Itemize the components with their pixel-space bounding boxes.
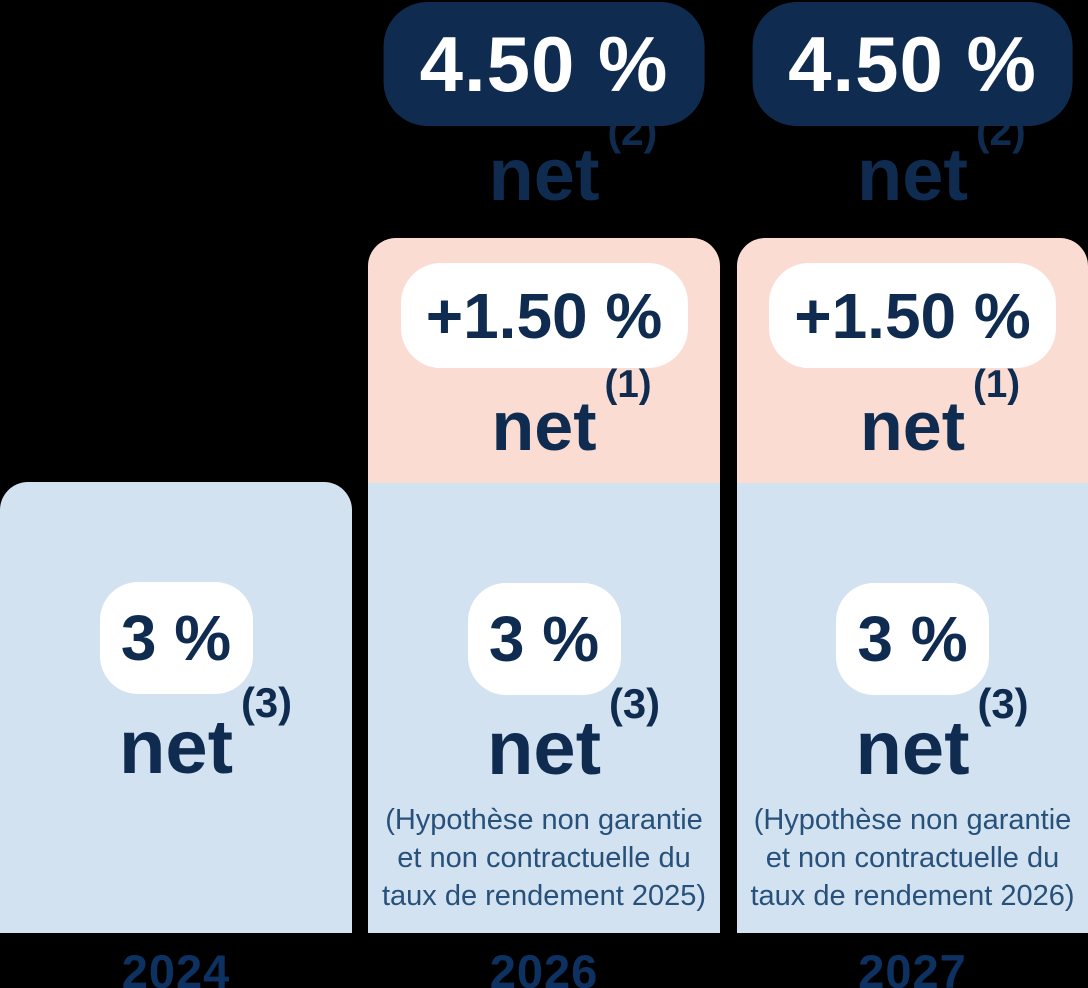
year-label-2026: 2026 [489,945,599,988]
footnote-ref-3: (3) [241,679,293,727]
assumption-footnote-2026: (Hypothèse non garantie et non contractu… [368,801,720,915]
column-2024: 3 % net (3) 2024 [0,0,352,988]
base-rate-value: 3 % [120,602,232,674]
net-word: net [491,387,597,465]
base-net-label-2026: net (3) [368,681,720,791]
base-rate-pill-2026: 3 % [467,583,621,695]
column-2026: 4.50 % net (2) +1.50 % net (1) 3 % net (3) … [368,0,720,988]
net-word: net [855,706,970,791]
footnote-line: (Hypothèse non garantie [753,803,1072,836]
bonus-bar-2026: +1.50 % net (1) [368,238,720,483]
base-bar-2027: 3 % net (3) (Hypothèse non garantie et no… [737,483,1088,933]
column-2027: 4.50 % net (2) +1.50 % net (1) 3 % net (3) … [737,0,1088,988]
base-bar-2024: 3 % net (3) [0,482,352,933]
net-word: net [860,387,965,465]
total-rate-value: 4.50 % [788,20,1037,108]
footnote-line: et non contractuelle du [765,841,1060,874]
net-word: net [857,133,968,216]
total-rate-badge-2027: 4.50 % [752,2,1073,126]
assumption-footnote-2027: (Hypothèse non garantie et non contractu… [737,801,1088,915]
net-word: net [488,133,600,216]
base-net-label-2024: net (3) [0,680,352,790]
total-net-label-2026: net (2) [368,108,720,216]
total-net-label-2027: net (2) [737,108,1088,216]
year-label-2027: 2027 [858,945,967,988]
footnote-ref-1: (1) [973,363,1021,407]
bonus-net-label-2027: net (1) [737,363,1088,465]
base-net-label-2027: net (3) [737,681,1088,791]
bonus-rate-pill-2027: +1.50 % [769,263,1056,368]
bonus-rate-value: +1.50 % [794,279,1031,352]
base-rate-pill-2024: 3 % [99,582,253,694]
year-label-2024: 2024 [121,945,231,988]
footnote-ref-1: (1) [604,363,652,407]
bonus-net-label-2026: net (1) [368,363,720,465]
footnote-line: et non contractuelle du [397,841,691,874]
base-rate-value: 3 % [857,603,968,675]
base-rate-pill-2027: 3 % [836,583,989,695]
bonus-bar-2027: +1.50 % net (1) [737,238,1088,483]
total-rate-value: 4.50 % [419,20,669,108]
base-rate-value: 3 % [488,603,600,675]
net-word: net [487,706,601,791]
footnote-ref-3: (3) [977,680,1029,728]
footnote-ref-2: (2) [976,107,1026,154]
base-bar-2026: 3 % net (3) (Hypothèse non garantie et no… [368,483,720,933]
footnote-ref-2: (2) [607,107,658,154]
footnote-line: (Hypothèse non garantie [385,803,703,836]
footnote-ref-3: (3) [609,680,661,728]
footnote-line: taux de rendement 2026) [750,879,1075,912]
total-rate-badge-2026: 4.50 % [383,2,705,126]
footnote-line: taux de rendement 2025) [381,879,707,912]
bonus-rate-value: +1.50 % [425,279,663,352]
bonus-rate-pill-2026: +1.50 % [400,263,688,368]
net-word: net [119,705,233,790]
